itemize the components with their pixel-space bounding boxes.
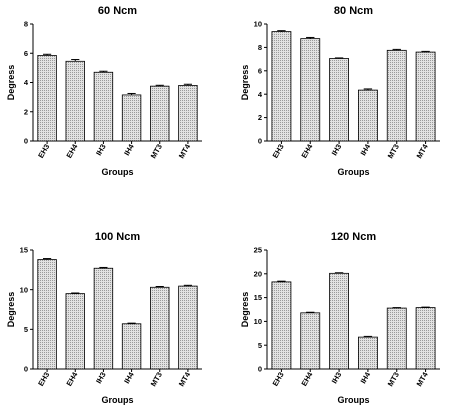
chart-3-xtick-label-mt3: MT3	[386, 371, 401, 388]
chart-0-xtick-label-eh4: EH4	[64, 142, 80, 160]
chart-3-xtick-label-mt4: MT4	[415, 370, 431, 388]
chart-3-ytick-label: 25	[254, 246, 262, 255]
chart-2-bar-mt3	[150, 286, 170, 370]
chart-2-bar-mt4	[178, 285, 198, 370]
chart-panel-2: 100 Ncm 0 5 10 15 EH3 EH4 IH3 IH4 MT3 MT4 Groups Deg…	[6, 231, 202, 405]
chart-3-xtick-label-eh3: EH3	[271, 371, 286, 388]
chart-0-bar-eh3	[37, 55, 57, 142]
chart-0-ytick-label: 4	[24, 78, 29, 87]
chart-2-ytick-label: 0	[24, 365, 28, 374]
chart-3-ytick-label: 20	[254, 269, 262, 278]
chart-1-xlabel: Groups	[337, 167, 369, 177]
chart-3-bar-mt3	[386, 307, 407, 370]
chart-0-bar-mt4	[178, 85, 198, 142]
chart-0-ytick-label: 0	[24, 137, 28, 146]
chart-2-xtick-label-mt3: MT3	[149, 371, 164, 388]
chart-2-ylabel: Degress	[6, 292, 16, 328]
chart-3-xtick-label-eh4: EH4	[299, 370, 315, 388]
chart-1-bar-mt4	[415, 51, 436, 142]
chart-1-ytick-label: 10	[254, 20, 262, 29]
chart-1-ytick-label: 4	[258, 90, 263, 99]
chart-panel-1: 80 Ncm 0 2 4 6 8 10 EH3 EH4 IH3 IH4 MT3 MT4 Groups Deg…	[240, 5, 440, 177]
chart-3-ytick-label: 0	[258, 365, 262, 374]
chart-3-title: 120 Ncm	[331, 231, 376, 243]
chart-1-ytick-label: 0	[258, 137, 262, 146]
chart-0-xtick-label-ih3: IH3	[94, 143, 108, 158]
chart-1-xtick-label-eh3: EH3	[271, 143, 286, 160]
chart-2-ytick-label: 5	[24, 325, 28, 334]
chart-0-bar-ih4	[121, 94, 142, 142]
chart-1-ytick-label: 6	[258, 66, 262, 75]
chart-3-bar-ih4	[358, 336, 378, 370]
chart-1-ylabel: Degress	[240, 65, 250, 101]
chart-0-ytick-label: 2	[24, 107, 28, 116]
chart-2-bar-eh4	[65, 293, 85, 370]
chart-3-bar-eh4	[300, 312, 321, 370]
chart-2-xlabel: Groups	[101, 395, 133, 405]
chart-1-xtick-label-ih4: IH4	[359, 142, 373, 157]
chart-0-title: 60 Ncm	[98, 5, 137, 17]
chart-1-ytick-label: 2	[258, 113, 262, 122]
chart-3-ylabel: Degress	[240, 292, 250, 328]
chart-0-xtick-label-mt3: MT3	[149, 143, 164, 160]
chart-2-ytick-label: 10	[20, 285, 28, 294]
chart-1-bar-ih4	[358, 89, 378, 142]
chart-panel-3: 120 Ncm 0 5 10 15 20 25 EH3 EH4 IH3 IH4 MT3 MT4 Group…	[240, 231, 440, 405]
chart-2-ytick-label: 15	[20, 246, 28, 255]
chart-2-xtick-label-ih3: IH3	[94, 371, 108, 386]
chart-2-xtick-label-ih4: IH4	[122, 370, 136, 385]
chart-0-xlabel: Groups	[101, 167, 133, 177]
chart-1-bar-ih3	[329, 58, 349, 142]
chart-1-ytick-label: 8	[258, 43, 262, 52]
chart-1-title: 80 Ncm	[334, 5, 373, 17]
chart-3-ytick-label: 15	[254, 293, 262, 302]
chart-3-xtick-label-ih4: IH4	[359, 370, 373, 385]
chart-2-bar-ih4	[121, 323, 142, 370]
chart-0-ytick-label: 8	[24, 20, 28, 29]
chart-0-xtick-label-eh3: EH3	[36, 143, 51, 160]
chart-0-bar-eh4	[65, 60, 85, 142]
chart-3-bar-eh3	[271, 281, 292, 370]
chart-1-bar-eh4	[300, 38, 321, 142]
chart-0-ytick-label: 6	[24, 49, 28, 58]
chart-3-bar-ih3	[329, 272, 349, 370]
chart-3-ytick-label: 5	[258, 341, 262, 350]
chart-1-xtick-label-eh4: EH4	[299, 142, 315, 160]
chart-2-xtick-label-mt4: MT4	[177, 370, 193, 388]
chart-2-bar-eh3	[37, 259, 57, 370]
chart-2-title: 100 Ncm	[95, 231, 140, 243]
chart-0-ylabel: Degress	[6, 65, 16, 101]
chart-0-bar-ih3	[93, 71, 114, 142]
chart-panel-0: 60 Ncm 0 2 4 6 8 EH3 EH4 IH3 IH4 MT3 MT4 Groups Degre…	[6, 5, 202, 177]
chart-3-bar-mt4	[415, 307, 436, 370]
chart-1-bar-mt3	[386, 49, 407, 142]
chart-0-xtick-label-mt4: MT4	[177, 142, 193, 160]
chart-1-xtick-label-ih3: IH3	[330, 143, 344, 158]
chart-2-bar-ih3	[93, 267, 114, 370]
chart-3-xlabel: Groups	[337, 395, 369, 405]
chart-2-xtick-label-eh4: EH4	[64, 370, 80, 388]
chart-2-xtick-label-eh3: EH3	[36, 371, 51, 388]
chart-1-xtick-label-mt3: MT3	[386, 143, 401, 160]
chart-0-xtick-label-ih4: IH4	[122, 142, 136, 157]
chart-0-bar-mt3	[150, 85, 170, 142]
chart-1-bar-eh3	[271, 31, 292, 142]
chart-3-ytick-label: 10	[254, 317, 262, 326]
chart-3-xtick-label-ih3: IH3	[330, 371, 344, 386]
chart-1-xtick-label-mt4: MT4	[415, 142, 431, 160]
